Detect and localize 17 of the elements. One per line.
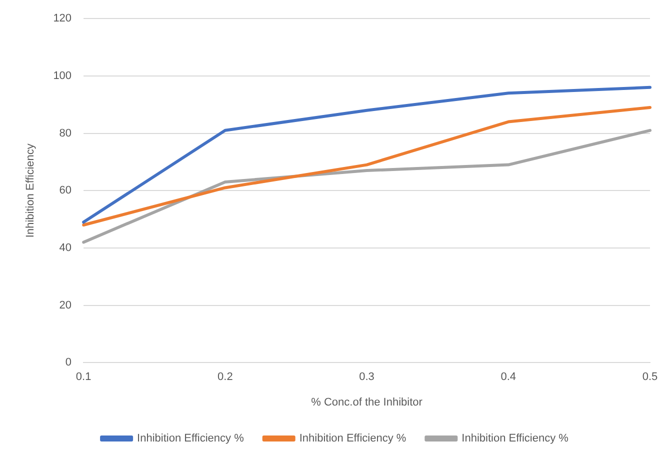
y-axis-title: Inhibition Efficiency: [24, 143, 37, 238]
x-tick-label: 0.1: [76, 371, 92, 384]
x-axis-title: % Conc.of the Inhibitor: [311, 396, 423, 408]
y-tick-label: 20: [59, 299, 72, 312]
x-tick-label: 0.2: [218, 371, 233, 384]
legend-label: Inhibition Efficiency %: [137, 432, 244, 445]
y-tick-label: 120: [53, 12, 72, 25]
y-tick-label: 80: [59, 127, 72, 140]
legend-label: Inhibition Efficiency %: [299, 432, 406, 445]
y-tick-label: 0: [65, 356, 72, 369]
legend-label: Inhibition Efficiency %: [462, 432, 569, 445]
y-tick-label: 40: [59, 242, 72, 254]
x-tick-label: 0.3: [359, 371, 374, 384]
y-tick-label: 60: [59, 184, 72, 197]
x-tick-label: 0.4: [500, 371, 516, 384]
y-tick-label: 100: [53, 70, 72, 82]
x-tick-label: 0.5: [642, 371, 658, 384]
